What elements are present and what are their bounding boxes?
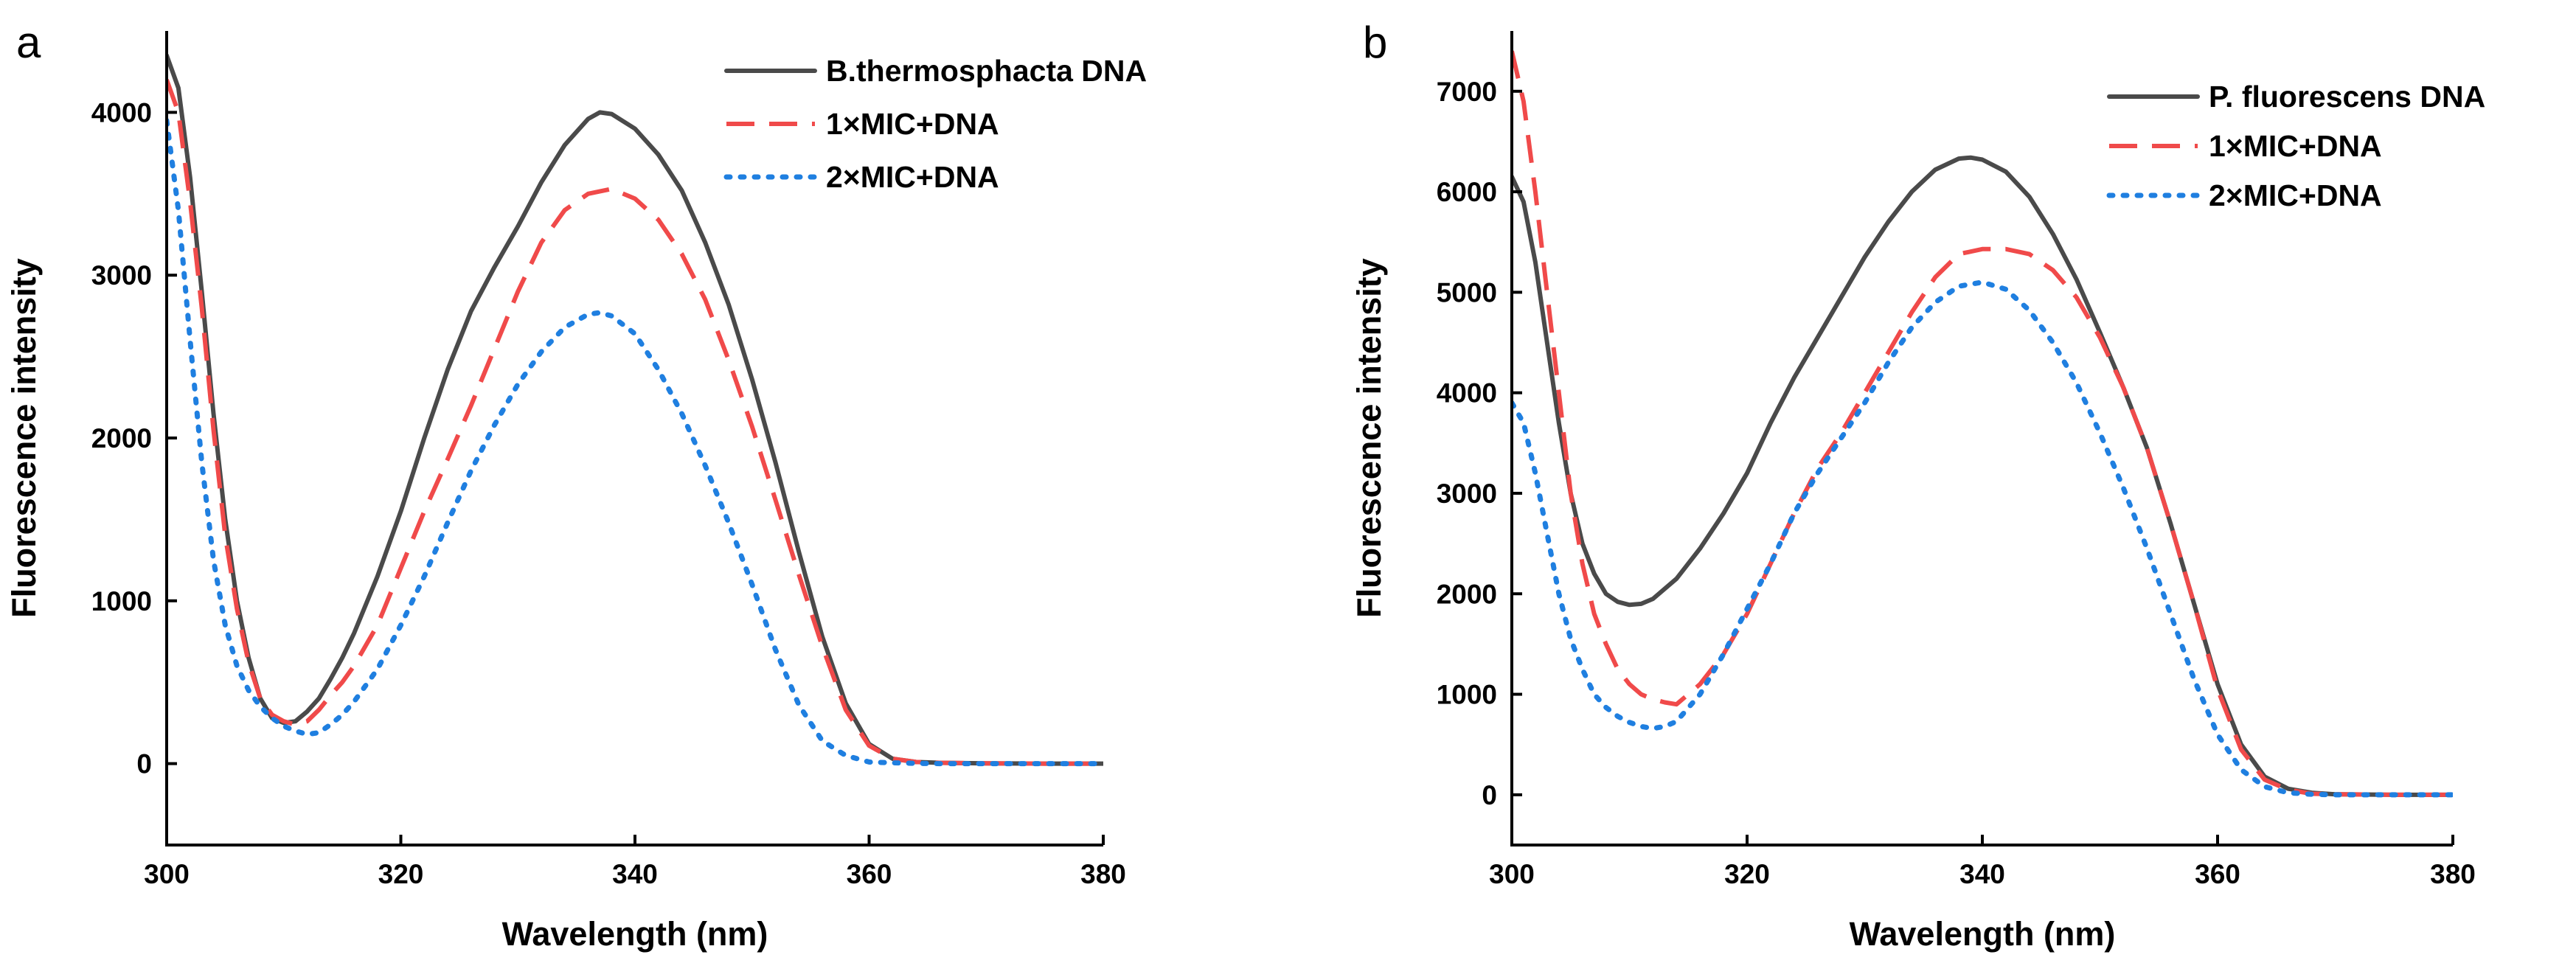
x-tick-label: 320 [378,859,424,889]
y-tick-label: 4000 [1437,378,1497,409]
y-tick-label: 2000 [1437,579,1497,609]
legend-label-3: 2×MIC+DNA [826,160,999,194]
y-tick-label: 6000 [1437,177,1497,207]
y-tick-label: 3000 [91,260,152,291]
series-line-2 [167,79,1103,766]
legend-label-2: 1×MIC+DNA [826,107,999,141]
y-tick-label: 0 [1482,780,1497,810]
x-tick-label: 360 [847,859,892,889]
x-tick-label: 300 [1489,859,1535,889]
panel-label: a [16,18,41,67]
panel-label: b [1363,18,1387,67]
series-line-3 [167,117,1103,767]
y-tick-label: 0 [136,749,152,779]
x-tick-label: 300 [144,859,190,889]
y-axis-title: Fluorescence intensity [1350,258,1388,618]
y-tick-label: 5000 [1437,277,1497,307]
y-axis-title: Fluorescence intensity [5,258,43,618]
x-tick-label: 320 [1724,859,1770,889]
series-line-2 [1512,50,2453,797]
x-tick-label: 340 [612,859,658,889]
legend-label-1: P. fluorescens DNA [2209,80,2485,114]
panel-a: 300 320 340 360 380 0 1000 2000 3000 4000 Waveleng… [5,18,1147,953]
y-tick-label: 1000 [91,586,152,616]
y-tick-label: 7000 [1437,77,1497,107]
panel-b: 300 320 340 360 380 0 1000 2000 3000 4000 5000 6000… [1350,18,2485,953]
y-tick-label: 1000 [1437,680,1497,710]
y-tick-label: 2000 [91,423,152,453]
series-line-3 [1512,279,2453,798]
legend-label-2: 1×MIC+DNA [2209,129,2382,163]
y-tick-label: 4000 [91,97,152,128]
y-tick-label: 3000 [1437,479,1497,509]
series-line-1 [1512,155,2453,797]
x-axis-title: Wavelength (nm) [1850,915,2116,953]
x-tick-label: 360 [2195,859,2240,889]
x-tick-label: 340 [1959,859,2005,889]
legend-label-1: B.thermosphacta DNA [826,54,1147,88]
legend-label-3: 2×MIC+DNA [2209,178,2382,212]
x-tick-label: 380 [1080,859,1126,889]
x-axis-title: Wavelength (nm) [502,915,768,953]
x-tick-label: 380 [2430,859,2476,889]
